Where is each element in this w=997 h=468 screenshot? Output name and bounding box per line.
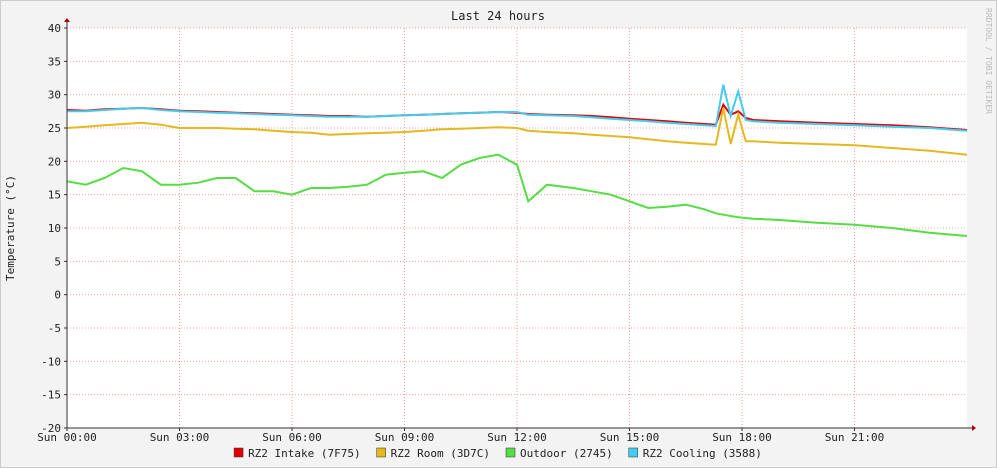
grid [66, 27, 967, 429]
y-tick-label: -5 [48, 322, 61, 335]
y-axis-label: Temperature (°C) [4, 175, 17, 281]
x-tick-label: Sun 12:00 [487, 431, 547, 444]
lines [66, 84, 968, 237]
legend-label: RZ2 Cooling (3588) [643, 447, 762, 460]
legend-swatch [505, 447, 516, 458]
y-tick-label: -20 [41, 422, 61, 435]
series-line [66, 153, 968, 237]
axes: -20 -15 -10 -5 0 5 10 15 20 25 30 35 40 Sun 00:00 Sun … [37, 18, 976, 444]
y-tick-label: 0 [54, 289, 61, 302]
legend-label: RZ2 Intake (7F75) [248, 447, 361, 460]
y-tick-label: 30 [48, 89, 61, 102]
y-tick-label: 10 [48, 222, 61, 235]
legend-item: Outdoor (2745) [505, 447, 613, 460]
y-tick-label: 25 [48, 122, 61, 135]
x-arrow [972, 425, 976, 431]
x-tick-label: Sun 18:00 [712, 431, 772, 444]
x-tick-label: Sun 15:00 [600, 431, 660, 444]
legend-item: RZ2 Room (3D7C) [376, 447, 490, 460]
y-tick-label: 40 [48, 22, 61, 35]
chart-title: Last 24 hours [451, 9, 545, 23]
legend-swatch [233, 447, 244, 458]
x-tick-label: Sun 21:00 [825, 431, 885, 444]
x-tick-label: Sun 00:00 [37, 431, 97, 444]
y-arrow [64, 18, 70, 22]
legend: RZ2 Intake (7F75) RZ2 Room (3D7C) Outdoor … [233, 447, 762, 460]
y-tick-label: 5 [54, 255, 61, 268]
legend-item: RZ2 Cooling (3588) [628, 447, 762, 460]
legend-label: RZ2 Room (3D7C) [391, 447, 490, 460]
x-tick-label: Sun 03:00 [150, 431, 210, 444]
y-tick-label: -10 [41, 355, 61, 368]
y-tick-label: 20 [48, 155, 61, 168]
legend-label: Outdoor (2745) [520, 447, 613, 460]
x-tick-label: Sun 06:00 [262, 431, 322, 444]
legend-swatch [376, 447, 386, 458]
y-tick-label: 35 [48, 55, 61, 68]
x-tick-label: Sun 09:00 [375, 431, 435, 444]
y-tick-label: 15 [48, 189, 61, 202]
legend-swatch [628, 447, 638, 458]
watermark: RRDTOOL / TOBI OETIKER [984, 8, 993, 114]
series-line [66, 107, 968, 156]
legend-item: RZ2 Intake (7F75) [233, 447, 361, 460]
y-tick-label: -15 [41, 389, 61, 402]
series-line [67, 84, 968, 132]
